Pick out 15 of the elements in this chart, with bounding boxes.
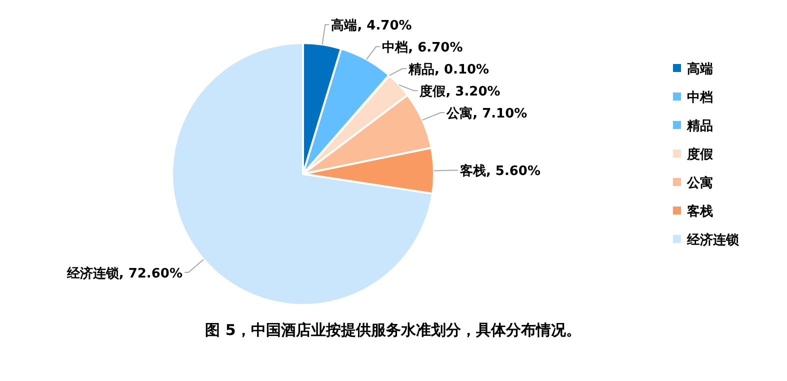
data-label: 高端, 4.70%	[331, 18, 412, 34]
data-label: 公寓, 7.10%	[446, 106, 528, 122]
caption: 图 5，中国酒店业按提供服务水准划分，具体分布情况。	[205, 321, 581, 339]
data-label: 度假, 3.20%	[418, 84, 500, 100]
legend-label: 度假	[686, 146, 714, 162]
legend-label: 精品	[686, 119, 713, 134]
legend-label: 经济连锁	[686, 232, 739, 248]
data-label: 中档, 6.70%	[382, 40, 463, 56]
legend-label: 公寓	[686, 175, 713, 191]
data-label: 经济连锁, 72.60%	[66, 265, 182, 282]
legend-label: 高端	[687, 61, 713, 77]
data-label: 客栈, 5.60%	[458, 163, 541, 180]
legend-label: 客栈	[686, 204, 713, 220]
data-label: 精品, 0.10%	[408, 62, 490, 78]
legend-label: 中档	[687, 90, 713, 106]
